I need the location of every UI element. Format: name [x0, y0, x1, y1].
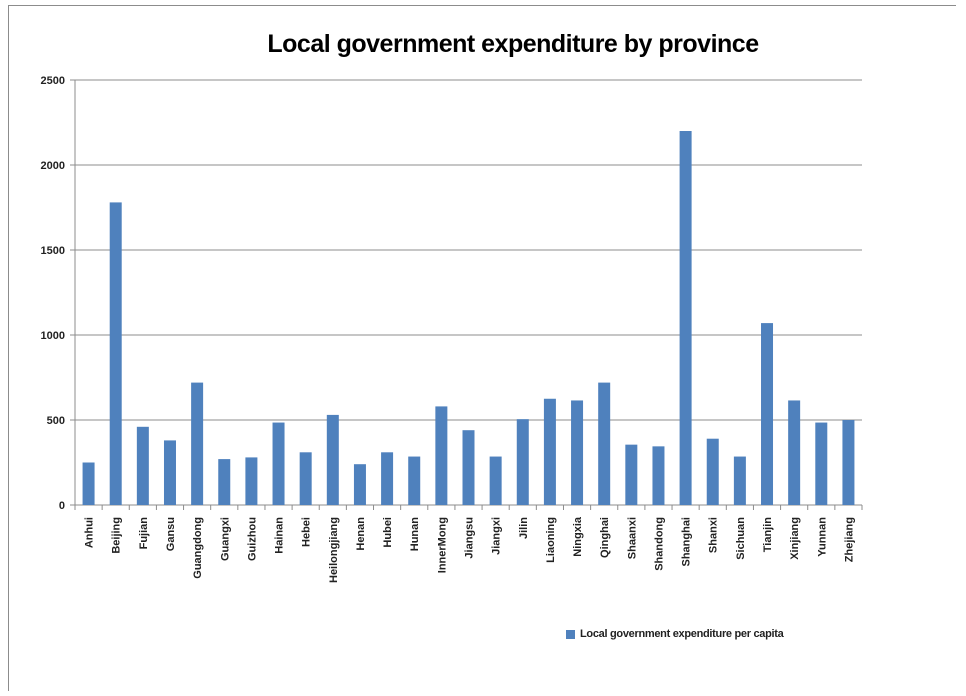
- bar-shaanxi: [625, 444, 638, 505]
- category-label: InnerMong: [436, 517, 448, 573]
- bar-anhui: [82, 462, 95, 505]
- bar-ningxia: [571, 400, 584, 505]
- legend-label: Local government expenditure per capita: [580, 628, 784, 640]
- bar-liaoning: [543, 398, 556, 505]
- chart-title: Local government expenditure by province: [267, 30, 759, 58]
- bar-shandong: [652, 446, 665, 505]
- chart-frame: [8, 5, 956, 691]
- bar-shanxi: [706, 438, 719, 505]
- y-tick-label: 1000: [41, 330, 65, 342]
- y-tick-label: 1500: [41, 245, 65, 257]
- category-label: Heilongjiang: [328, 517, 340, 583]
- bar-shanghai: [679, 131, 692, 505]
- bar-guizhou: [245, 457, 258, 505]
- category-label: Beijing: [111, 517, 123, 554]
- bar-fujian: [136, 426, 149, 505]
- bar-hainan: [272, 422, 285, 505]
- category-label: Zhejiang: [843, 517, 855, 562]
- bar-jilin: [516, 419, 529, 505]
- category-label: Tianjin: [762, 517, 774, 553]
- category-label: Shanghai: [681, 517, 693, 567]
- category-label: Guizhou: [246, 517, 258, 561]
- category-label: Liaoning: [545, 517, 557, 563]
- bar-hunan: [408, 456, 421, 505]
- legend-swatch: [566, 629, 575, 639]
- bar-qinghai: [598, 382, 611, 505]
- bar-jiangsu: [462, 430, 475, 505]
- bar-gansu: [163, 440, 176, 505]
- bar-guangdong: [191, 382, 204, 505]
- bar-xinjiang: [788, 400, 801, 505]
- y-tick-label: 2500: [41, 75, 65, 87]
- category-label: Hebei: [301, 517, 313, 547]
- bar-heilongjiang: [326, 414, 339, 505]
- bar-beijing: [109, 202, 122, 505]
- category-label: Anhui: [84, 517, 96, 548]
- category-label: Ningxia: [572, 516, 584, 557]
- bar-zhejiang: [842, 420, 855, 505]
- category-label: Shandong: [653, 517, 665, 571]
- category-label: Sichuan: [735, 517, 747, 560]
- bar-yunnan: [815, 422, 828, 505]
- legend: Local government expenditure per capita: [566, 628, 784, 640]
- bar-jiangxi: [489, 456, 502, 505]
- y-tick-label: 0: [59, 500, 65, 512]
- bar-hebei: [299, 452, 312, 505]
- category-label: Hunan: [409, 517, 421, 552]
- category-label: Gansu: [165, 517, 177, 551]
- category-label: Jiangsu: [464, 517, 476, 559]
- bar-innermong: [435, 406, 448, 505]
- category-label: Jilin: [518, 517, 530, 539]
- bar-sichuan: [733, 456, 746, 505]
- category-label: Guangdong: [192, 517, 204, 579]
- category-label: Yunnan: [816, 517, 828, 557]
- category-label: Fujian: [138, 517, 150, 550]
- category-label: Shanxi: [708, 517, 720, 553]
- category-label: Shaanxi: [626, 517, 638, 559]
- bar-hubei: [381, 452, 394, 505]
- category-label: Hubei: [382, 517, 394, 548]
- category-label: Hainan: [274, 517, 286, 554]
- category-label: Xinjiang: [789, 517, 801, 560]
- category-label: Jiangxi: [491, 517, 503, 555]
- y-tick-label: 2000: [41, 160, 65, 172]
- category-label: Guangxi: [219, 517, 231, 561]
- category-label: Qinghai: [599, 517, 611, 558]
- category-label: Henan: [355, 517, 367, 551]
- bar-tianjin: [761, 323, 774, 505]
- bar-henan: [353, 464, 366, 505]
- y-tick-label: 500: [47, 415, 65, 427]
- bar-guangxi: [218, 459, 231, 505]
